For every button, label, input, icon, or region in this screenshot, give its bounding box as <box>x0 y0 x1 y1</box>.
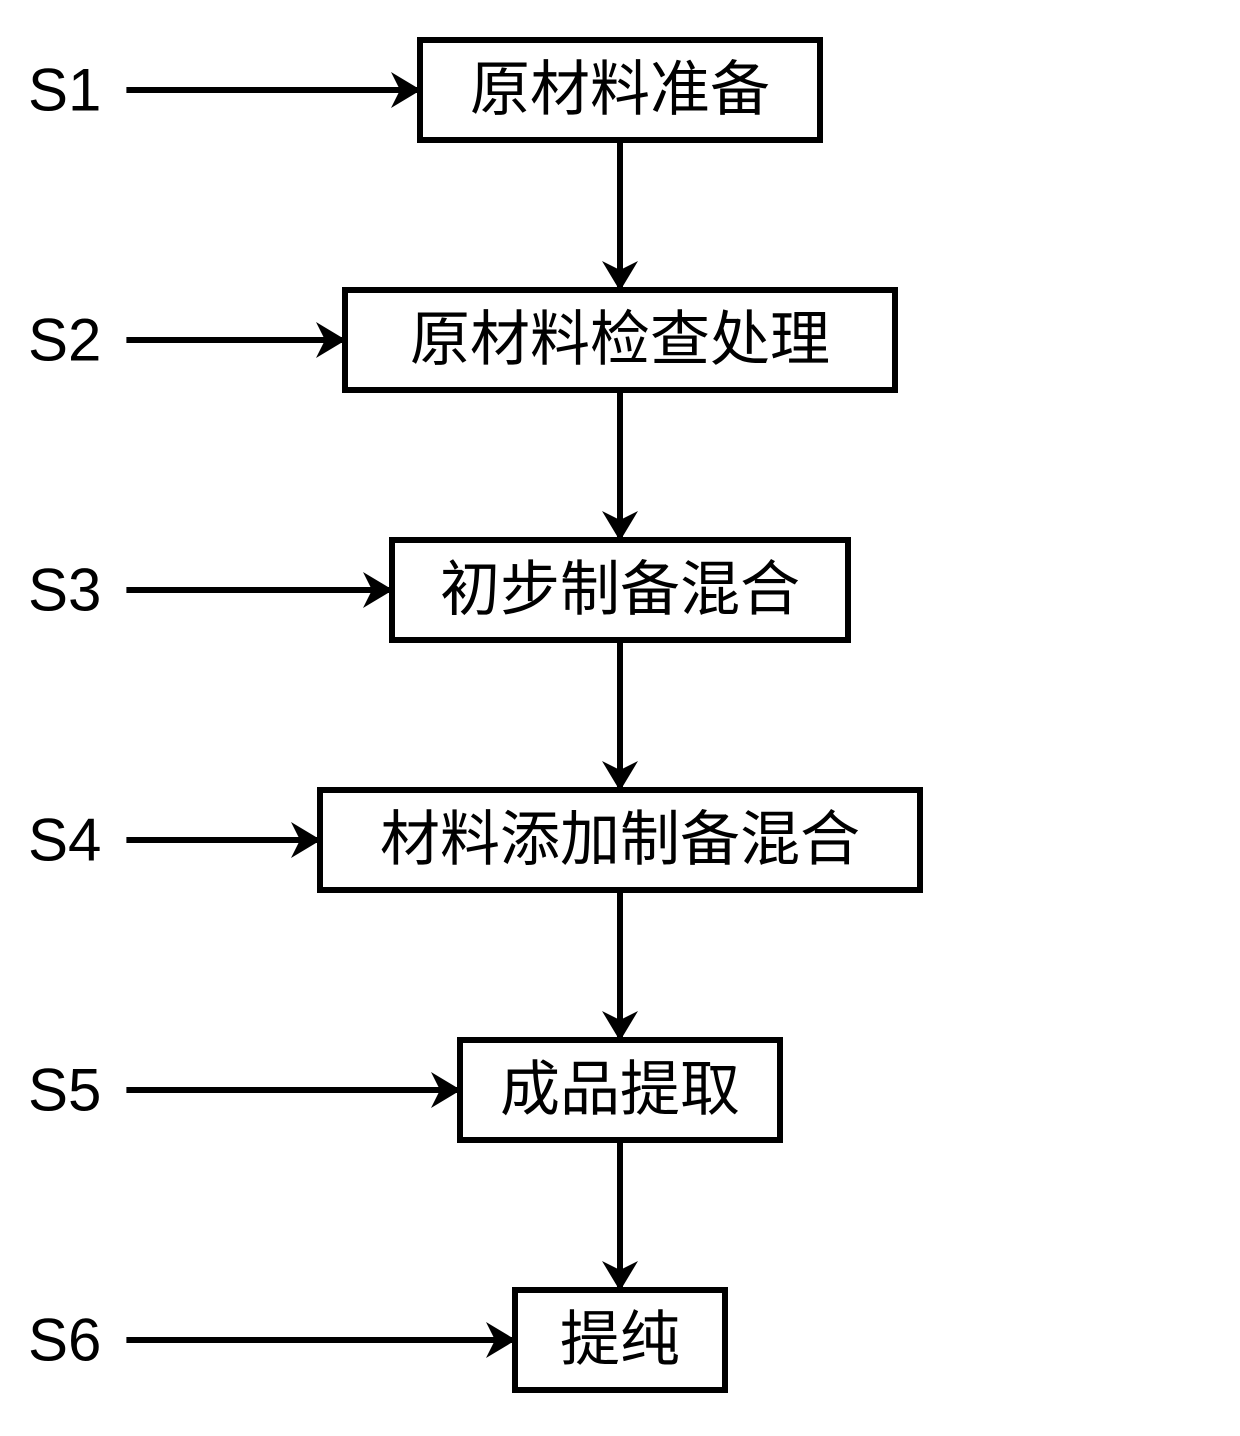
step-label-S6: S6 <box>28 1307 101 1374</box>
step-box-text-S1: 原材料准备 <box>470 57 770 123</box>
step-box-text-S2: 原材料检查处理 <box>410 307 830 373</box>
step-label-S1: S1 <box>28 57 101 124</box>
step-label-S4: S4 <box>28 807 101 874</box>
flowchart-canvas: S1 原材料准备 S2 原材料检查处理 S3 初步制备混合 S4 材料添加制备混合 S5 成品提取… <box>0 0 1240 1436</box>
step-box-text-S5: 成品提取 <box>500 1057 740 1123</box>
step-box-text-S3: 初步制备混合 <box>440 557 800 623</box>
step-label-S2: S2 <box>28 307 101 374</box>
step-box-text-S6: 提纯 <box>560 1307 680 1373</box>
step-label-S3: S3 <box>28 557 101 624</box>
step-label-S5: S5 <box>28 1057 101 1124</box>
step-box-text-S4: 材料添加制备混合 <box>380 807 860 873</box>
